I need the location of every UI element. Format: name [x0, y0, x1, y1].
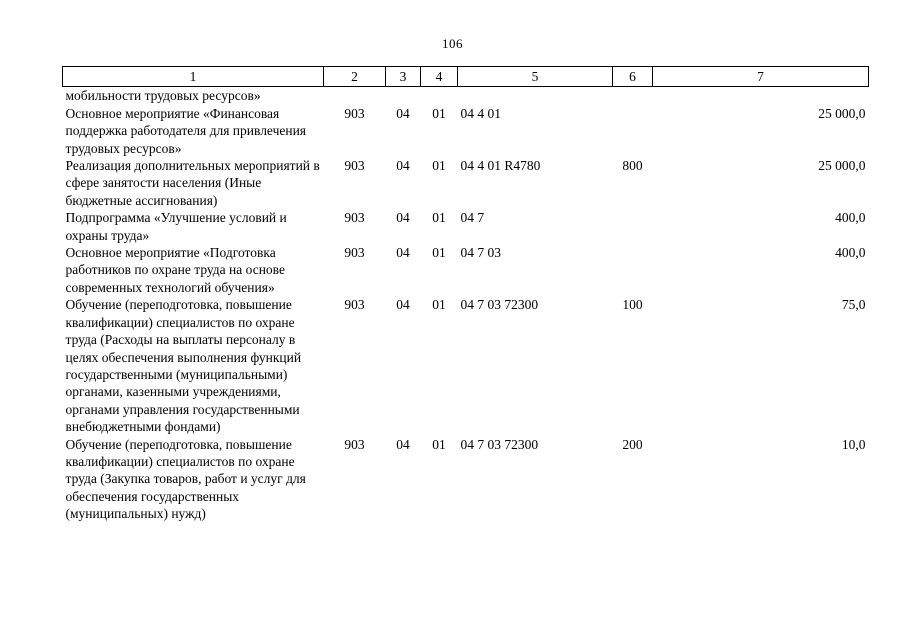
- table-cell: [613, 209, 653, 244]
- table-body: мобильности трудовых ресурсов» Основное м…: [63, 87, 869, 523]
- table-row: Обучение (переподготовка, повышение квал…: [63, 296, 869, 435]
- table-cell: 04 4 01: [460, 105, 502, 121]
- table-cell: Основное мероприятие «Финансовая поддерж…: [65, 105, 307, 156]
- table-cell: 04: [396, 158, 410, 174]
- table-cell: 75,0: [841, 297, 866, 313]
- table-cell: 100: [622, 297, 643, 313]
- table-cell: 04: [396, 105, 410, 121]
- table-row: мобильности трудовых ресурсов»: [63, 87, 869, 105]
- table-cell: Обучение (переподготовка, повышение квал…: [65, 297, 302, 435]
- table-cell: 04: [396, 436, 410, 452]
- table-cell: [613, 87, 653, 105]
- page-number: 106: [442, 36, 463, 51]
- column-header: 3: [385, 65, 421, 88]
- table-cell: 04: [396, 210, 410, 226]
- column-header: 5: [457, 65, 613, 88]
- table-cell: мобильности трудовых ресурсов»: [65, 88, 261, 104]
- table-cell: 04 4 01 R4780: [460, 158, 541, 174]
- table-cell: 25 000,0: [818, 158, 866, 174]
- table-cell: [613, 244, 653, 296]
- table-cell: 400,0: [835, 210, 866, 226]
- table-cell: Реализация дополнительных мероприятий в …: [65, 158, 320, 208]
- table-cell: [421, 87, 458, 105]
- table-cell: 400,0: [835, 245, 866, 261]
- table-row: Реализация дополнительных мероприятий в …: [63, 157, 869, 209]
- table-cell: [324, 87, 386, 105]
- table-cell: 903: [344, 245, 365, 261]
- table-cell: 01: [432, 245, 446, 261]
- column-header: 2: [323, 65, 386, 88]
- table-row: Обучение (переподготовка, повышение квал…: [63, 436, 869, 523]
- table-row: Основное мероприятие «Финансовая поддерж…: [63, 105, 869, 157]
- column-header: 1: [62, 65, 324, 88]
- column-header: 6: [612, 65, 653, 88]
- table-row: Подпрограмма «Улучшение условий и охраны…: [63, 209, 869, 244]
- table-cell: 903: [344, 297, 365, 313]
- column-header: 4: [420, 65, 458, 88]
- table-cell: 903: [344, 436, 365, 452]
- table-cell: 800: [622, 158, 643, 174]
- table-header-row: 1 2 3 4 5 6 7: [62, 65, 869, 88]
- table-row: Основное мероприятие «Подготовка работни…: [63, 244, 869, 296]
- table-cell: 01: [432, 297, 446, 313]
- table-cell: 01: [432, 105, 446, 121]
- table-cell: 25 000,0: [818, 105, 866, 121]
- table-cell: Подпрограмма «Улучшение условий и охраны…: [65, 210, 287, 243]
- table-cell: 903: [344, 105, 365, 121]
- table-cell: 200: [622, 436, 643, 452]
- table-cell: [613, 105, 653, 157]
- table-cell: 04 7 03 72300: [460, 436, 539, 452]
- table-cell: [653, 87, 869, 105]
- table-cell: Обучение (переподготовка, повышение квал…: [65, 436, 306, 522]
- table-cell: [386, 87, 421, 105]
- column-header: 7: [652, 65, 869, 88]
- table-cell: 01: [432, 210, 446, 226]
- table-header: 1 2 3 4 5 6 7: [62, 65, 869, 88]
- table-cell: 01: [432, 436, 446, 452]
- table-cell: Основное мероприятие «Подготовка работни…: [65, 245, 285, 295]
- table-cell: 01: [432, 158, 446, 174]
- table-cell: 10,0: [841, 436, 866, 452]
- table-cell: 04 7 03 72300: [460, 297, 539, 313]
- budget-table: 1 2 3 4 5 6 7 мобильности трудовых ресур…: [62, 65, 869, 523]
- table-cell: 903: [344, 158, 365, 174]
- table-cell: 04: [396, 245, 410, 261]
- table-cell: 04 7 03: [460, 245, 502, 261]
- table-cell: 903: [344, 210, 365, 226]
- table-cell: 04 7: [460, 210, 485, 226]
- table-cell: [458, 87, 613, 105]
- table-cell: 04: [396, 297, 410, 313]
